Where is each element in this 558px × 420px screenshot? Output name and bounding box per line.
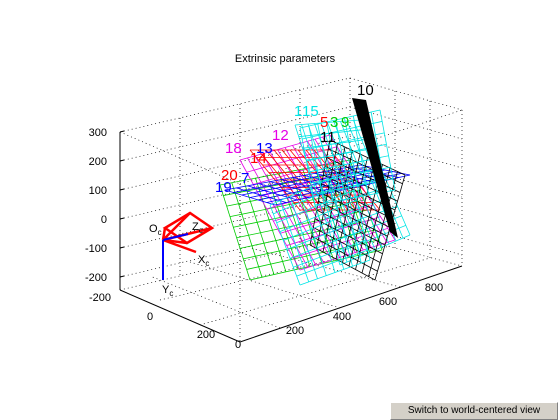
calibration-board-mesh [269, 169, 371, 286]
z-axis-ticks: 300 200 100 0 -100 -200 [85, 127, 107, 284]
y-tick: 0 [147, 311, 153, 323]
calibration-board-mesh [309, 139, 406, 281]
board-label: 12 [272, 127, 289, 144]
board-label: 1 [294, 103, 302, 120]
board-label: 19 [215, 179, 232, 196]
calibration-boards [219, 98, 411, 286]
board-label: 9 [341, 114, 349, 131]
x-tick: 400 [333, 311, 351, 323]
board-label: 5 [320, 114, 328, 131]
board-label: 13 [256, 140, 273, 157]
z-tick: -100 [85, 243, 107, 255]
svg-text:Zc: Zc [192, 221, 203, 235]
axes-box [119, 132, 463, 343]
z-tick: 100 [89, 185, 107, 197]
board-label: 3 [330, 114, 338, 131]
board-label: 11 [320, 129, 336, 146]
plot-title: Extrinsic parameters [235, 53, 336, 65]
board-labels: 10 1 15 5 3 9 11 12 18 13 14 20 7 19 [215, 82, 374, 196]
x-tick: 600 [379, 296, 397, 308]
svg-text:Yc: Yc [162, 284, 173, 298]
board-label: 20 [221, 167, 238, 184]
z-tick: -200 [85, 272, 107, 284]
svg-text:Oc: Oc [149, 223, 162, 237]
z-tick-marks [119, 130, 125, 278]
x-tick: 0 [235, 339, 241, 351]
camera-frame [161, 211, 215, 280]
y-tick: 200 [197, 329, 215, 341]
board-label: 14 [250, 150, 267, 167]
z-tick: 200 [89, 156, 107, 168]
y-axis-ticks: -200 0 200 [89, 292, 215, 341]
x-tick: 800 [425, 282, 443, 294]
switch-view-button[interactable]: Switch to world-centered view [390, 402, 558, 420]
z-tick: 300 [89, 127, 107, 139]
camera-labels: Oc Zc Xc Yc [149, 221, 209, 298]
x-tick: 200 [286, 325, 304, 337]
board-label: 15 [302, 103, 319, 120]
calibration-board-edge [352, 98, 398, 238]
board-label: 10 [357, 82, 374, 99]
z-tick: 0 [101, 214, 107, 226]
board-label: 18 [225, 140, 242, 157]
svg-text:Xc: Xc [198, 254, 209, 268]
board-label: 7 [241, 170, 249, 187]
y-tick: -200 [89, 292, 111, 304]
calibration-board-mesh [299, 109, 396, 206]
x-axis-ticks: 0 200 400 600 800 [235, 282, 443, 351]
